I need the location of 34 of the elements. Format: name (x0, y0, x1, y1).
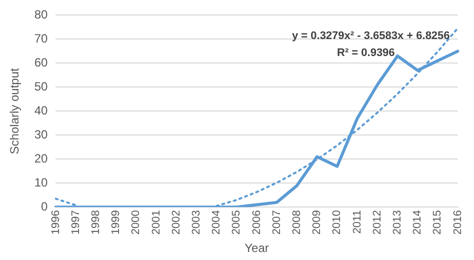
y-tick-label: 60 (34, 55, 48, 70)
x-tick-label: 1996 (50, 210, 62, 235)
x-tick-label: 1998 (90, 210, 102, 235)
x-tick-label: 2012 (371, 210, 384, 235)
x-tick-label: 2014 (412, 210, 424, 235)
x-tick-label: 1997 (70, 210, 82, 235)
x-tick-label: 2000 (130, 210, 142, 235)
y-tick-label: 20 (34, 151, 48, 166)
y-tick-label: 30 (34, 127, 48, 142)
x-axis-title: Year (244, 241, 269, 256)
y-tick-label: 10 (34, 175, 48, 190)
x-tick-label: 2006 (250, 210, 263, 235)
y-tick-label: 0 (41, 199, 48, 214)
annotation: R² = 0.9396 (337, 47, 395, 60)
x-tick-label: 2005 (230, 210, 243, 235)
x-tick-label: 2016 (452, 210, 464, 235)
y-tick-label: 70 (34, 32, 48, 46)
y-tick-label: 80 (34, 8, 48, 22)
x-tick-label: 2015 (432, 210, 444, 235)
x-tick-label: 2010 (331, 210, 344, 235)
x-tick-label: 2011 (351, 210, 364, 234)
x-tick-label: 2002 (170, 210, 182, 235)
x-tick-label: 2003 (190, 210, 202, 235)
x-tick-label: 2004 (210, 210, 223, 235)
x-tick-label: 1999 (110, 210, 122, 235)
x-tick-label: 2009 (311, 210, 324, 235)
y-tick-label: 50 (34, 79, 48, 94)
x-tick-label: 2001 (150, 210, 162, 235)
x-tick-label: 2007 (270, 210, 283, 235)
x-tick-label: 2013 (392, 210, 404, 235)
annotation: y = 0.3279x² - 3.6583x + 6.8256 (292, 30, 450, 42)
x-tick-label: 2008 (291, 210, 304, 235)
y-axis-title: Scholarly output (8, 67, 22, 154)
y-tick-label: 40 (34, 103, 48, 118)
